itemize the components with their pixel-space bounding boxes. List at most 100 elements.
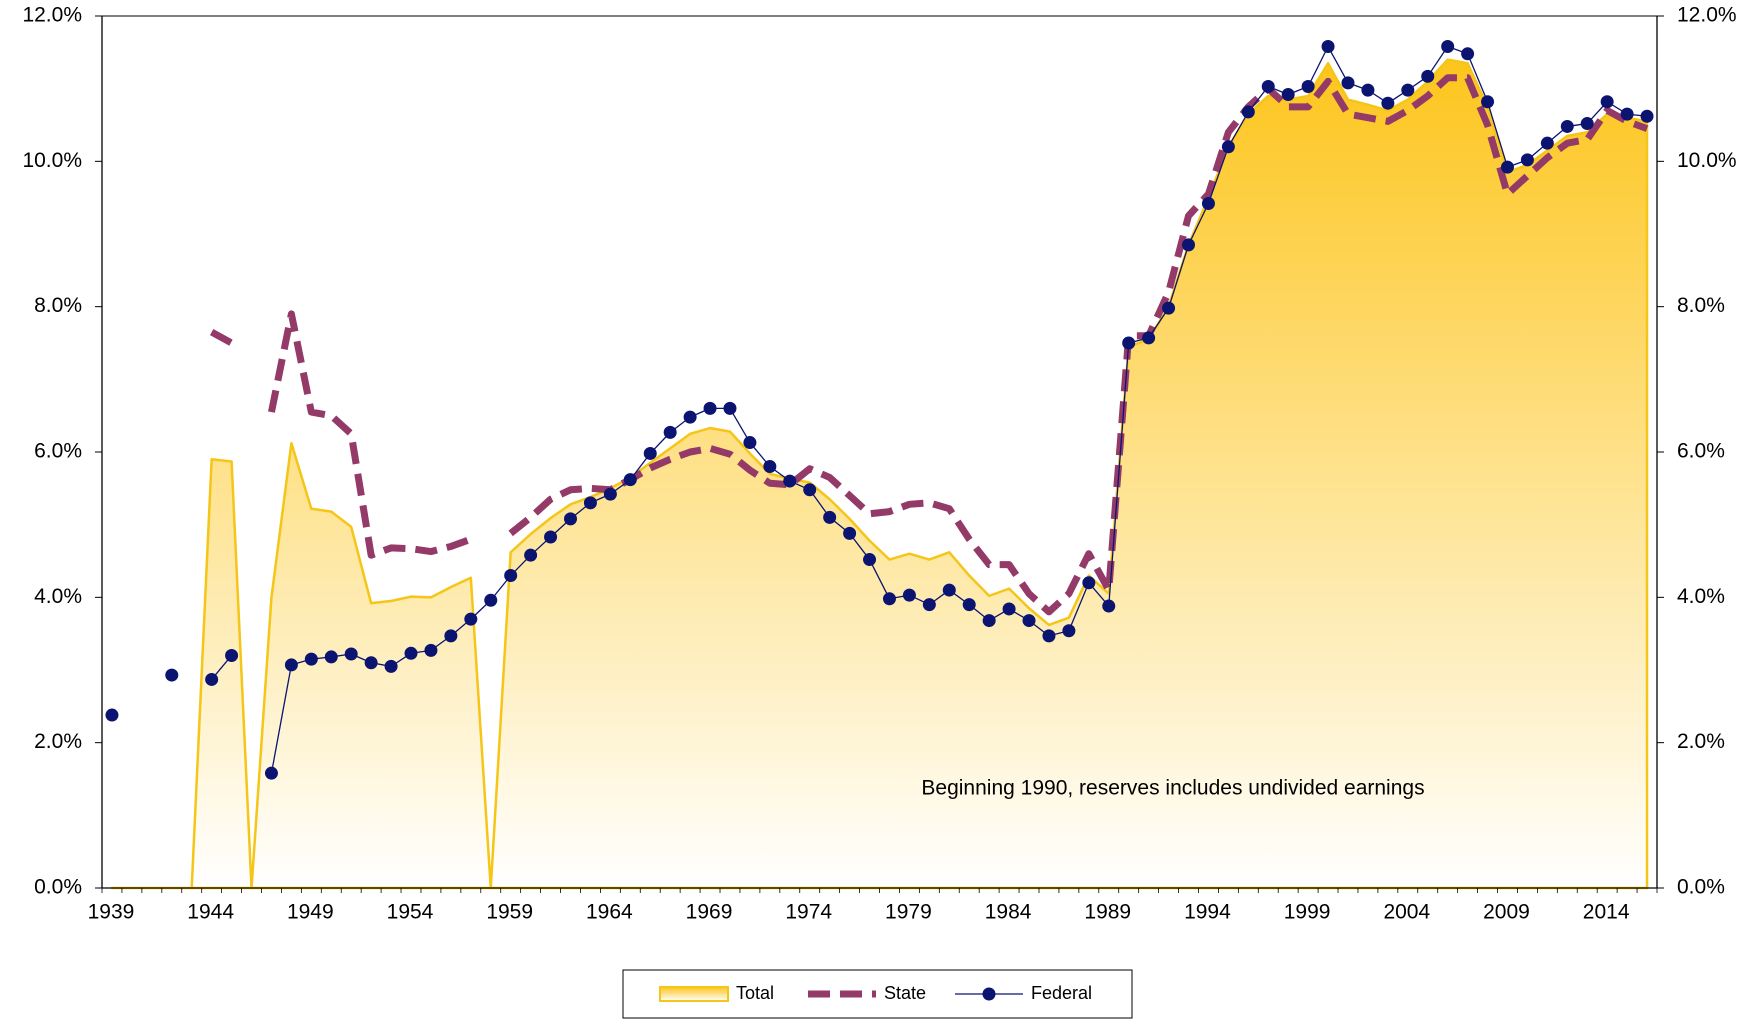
marker: [902, 588, 916, 602]
marker: [264, 766, 278, 780]
marker: [1540, 136, 1554, 150]
marker: [1520, 153, 1534, 167]
marker: [105, 708, 119, 722]
marker: [1201, 196, 1215, 210]
marker: [703, 401, 717, 415]
marker: [424, 643, 438, 657]
line: [209, 74, 1649, 616]
marker: [683, 410, 697, 424]
legend-swatch: [659, 986, 729, 1002]
marker: [1500, 160, 1514, 174]
marker: [1042, 629, 1056, 643]
y2-tick-label: 6.0%: [1677, 440, 1725, 463]
marker: [1341, 76, 1355, 90]
marker: [1381, 96, 1395, 110]
marker: [384, 659, 398, 673]
marker: [504, 569, 518, 583]
marker: [1162, 301, 1176, 315]
y-tick-label: 2.0%: [34, 730, 82, 753]
x-tick-label: 1979: [885, 901, 932, 924]
marker: [304, 652, 318, 666]
x-tick-label: 1989: [1084, 901, 1131, 924]
marker: [922, 598, 936, 612]
marker: [882, 592, 896, 606]
marker: [1321, 40, 1335, 54]
marker: [1421, 69, 1435, 83]
marker: [603, 487, 617, 501]
y-tick-label: 4.0%: [34, 585, 82, 608]
marker: [1182, 238, 1196, 252]
marker: [1062, 624, 1076, 638]
x-tick-label: 1954: [387, 901, 434, 924]
marker: [1261, 79, 1275, 93]
annotation: Beginning 1990, reserves includes undivi…: [921, 777, 1424, 800]
x-tick-label: 1939: [88, 901, 135, 924]
x-tick-label: 1984: [985, 901, 1032, 924]
y-tick-label: 10.0%: [22, 149, 82, 172]
x-tick-label: 1964: [586, 901, 633, 924]
marker: [444, 629, 458, 643]
marker: [1241, 105, 1255, 119]
marker: [1620, 107, 1634, 121]
marker: [942, 583, 956, 597]
marker: [1281, 87, 1295, 101]
x-tick-label: 1944: [187, 901, 234, 924]
legend-label: Federal: [1031, 983, 1092, 1003]
marker: [623, 473, 637, 487]
area: [110, 58, 1649, 890]
marker: [1401, 83, 1415, 97]
marker: [1022, 614, 1036, 628]
y2-tick-label: 2.0%: [1677, 730, 1725, 753]
y-tick-label: 0.0%: [34, 876, 82, 899]
legend-swatch: [982, 987, 996, 1001]
x-tick-label: 1949: [287, 901, 334, 924]
marker: [1122, 336, 1136, 350]
marker: [563, 512, 577, 526]
y2-tick-label: 10.0%: [1677, 149, 1737, 172]
legend-label: Total: [736, 983, 774, 1003]
marker: [1441, 40, 1455, 54]
x-tick-label: 1969: [686, 901, 733, 924]
marker: [663, 425, 677, 439]
marker: [823, 510, 837, 524]
marker: [982, 614, 996, 628]
x-tick-label: 1974: [785, 901, 832, 924]
x-tick-label: 1959: [486, 901, 533, 924]
marker: [723, 401, 737, 415]
marker: [1481, 95, 1495, 109]
x-tick-label: 2014: [1583, 901, 1630, 924]
marker: [763, 460, 777, 474]
x-tick-label: 1999: [1284, 901, 1331, 924]
marker: [803, 483, 817, 497]
marker: [324, 650, 338, 664]
marker: [1461, 47, 1475, 61]
marker: [404, 646, 418, 660]
marker: [962, 598, 976, 612]
marker: [743, 436, 757, 450]
marker: [843, 526, 857, 540]
marker: [344, 647, 358, 661]
marker: [583, 496, 597, 510]
marker: [863, 553, 877, 567]
x-tick-label: 1994: [1184, 901, 1231, 924]
marker: [364, 656, 378, 670]
y-tick-label: 8.0%: [34, 294, 82, 317]
marker: [205, 672, 219, 686]
x-tick-label: 2009: [1483, 901, 1530, 924]
marker: [225, 648, 239, 662]
marker: [1301, 79, 1315, 93]
y2-tick-label: 12.0%: [1677, 4, 1737, 27]
y2-tick-label: 4.0%: [1677, 585, 1725, 608]
plot-area: [105, 40, 1654, 890]
marker: [1361, 83, 1375, 97]
marker: [1580, 117, 1594, 131]
marker: [1560, 119, 1574, 133]
legend-label: State: [884, 983, 926, 1003]
y-tick-label: 6.0%: [34, 440, 82, 463]
marker: [1221, 140, 1235, 154]
marker: [643, 446, 657, 460]
y2-tick-label: 8.0%: [1677, 294, 1725, 317]
marker: [783, 474, 797, 488]
marker: [165, 668, 179, 682]
